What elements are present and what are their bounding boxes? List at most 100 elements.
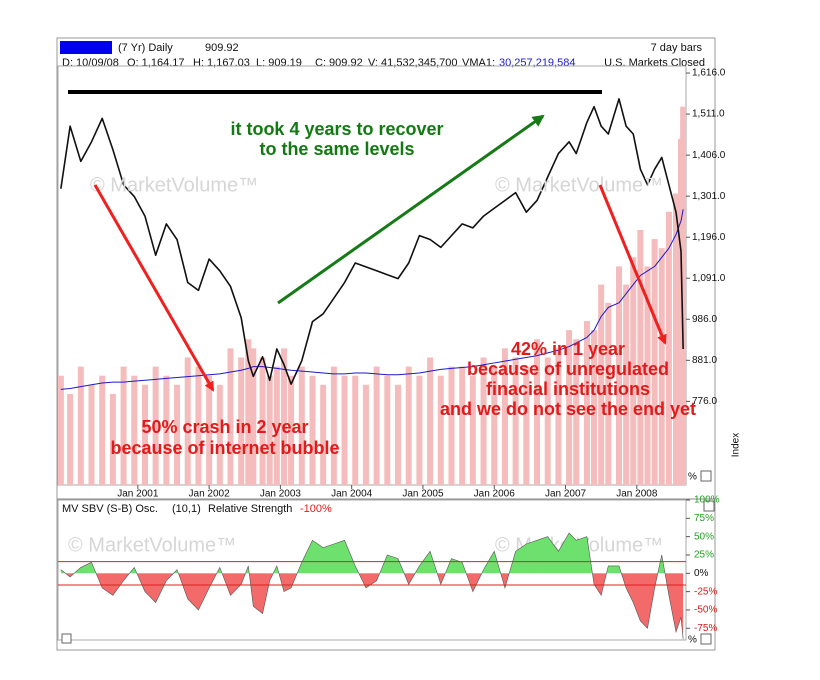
watermark: © MarketVolume™ (68, 534, 236, 556)
vma-value: 30,257,219,584 (499, 57, 575, 69)
percent-toggle: % (688, 472, 697, 483)
volume-bar (352, 375, 359, 485)
osc-params: (10,1) (172, 503, 201, 515)
volume-bar (373, 366, 380, 485)
y-tick-label: 25% (694, 550, 714, 561)
annotation: 50% crash in 2 year (141, 417, 308, 437)
osc-value: -100% (300, 503, 332, 515)
y-tick-label: 1,301.0 (692, 191, 726, 202)
volume-bar (673, 193, 680, 485)
y-tick-label: 1,196.0 (692, 232, 726, 243)
toggle-box (700, 633, 712, 645)
volume-bar (298, 366, 305, 485)
volume-bar (591, 330, 598, 485)
volume-bar (288, 375, 295, 485)
legend-swatch (60, 41, 112, 54)
x-tick-label: Jan 2006 (474, 489, 516, 500)
volume-bar (58, 375, 64, 485)
volume-bar (437, 375, 444, 485)
volume-bar (77, 366, 84, 485)
volume-bar (544, 357, 551, 485)
annotation: it took 4 years to recover (230, 119, 443, 139)
price-line (60, 98, 684, 385)
y-tick-label: -75% (694, 623, 717, 634)
y-tick-label: -50% (694, 605, 717, 616)
volume-bar (469, 375, 476, 485)
main-plot (58, 98, 686, 485)
volume-bar (184, 357, 191, 485)
volume-bar (227, 348, 234, 485)
y-tick-label: 75% (694, 513, 714, 524)
volume-bar (88, 384, 95, 485)
volume-bar (99, 375, 106, 485)
volume-bar (573, 339, 580, 485)
volume-bar (501, 348, 508, 485)
volume-bar (448, 366, 455, 485)
y-tick-label: 776.0 (692, 396, 717, 407)
volume-bar (583, 321, 590, 485)
close-box (703, 500, 715, 512)
volume-bar (534, 339, 541, 485)
osc-line (60, 532, 684, 640)
volume-bar (491, 366, 498, 485)
x-tick-label: Jan 2003 (260, 489, 302, 500)
volume-bar (309, 375, 316, 485)
y-tick-label: 1,616.0 (692, 68, 726, 79)
volume-bar (665, 211, 672, 485)
y-tick-label: 0% (694, 568, 709, 579)
volume-bar (630, 257, 637, 485)
volume-bar (384, 375, 391, 485)
volume-bar (238, 357, 245, 485)
watermark: © MarketVolume™ (90, 174, 258, 196)
y-tick-label: 881.0 (692, 355, 717, 366)
volume-bar (651, 239, 658, 485)
arrow (277, 114, 545, 305)
watermark: © MarketVolume™ (495, 174, 663, 196)
date: D: 10/09/08 (62, 57, 119, 69)
y-tick-label: -25% (694, 586, 717, 597)
volume-bar (623, 284, 630, 485)
high: H: 1,167.03 (193, 57, 250, 69)
volume-bar (152, 366, 159, 485)
volume-bar (341, 375, 348, 485)
x-tick-label: Jan 2008 (616, 489, 658, 500)
volume-bar (320, 384, 327, 485)
toggle-box (61, 633, 72, 644)
volume-bar (598, 284, 605, 485)
annotation: because of unregulated (467, 359, 669, 379)
x-tick-label: Jan 2002 (189, 489, 231, 500)
volume-bar (680, 106, 686, 485)
osc-title: MV SBV (S-B) Osc. (62, 503, 158, 515)
volume-bar (512, 357, 519, 485)
volume-bar (131, 375, 138, 485)
percent-toggle: % (688, 635, 697, 646)
volume-bar (405, 366, 412, 485)
volume-bar (67, 393, 74, 485)
volume-bar (644, 266, 651, 485)
volume-bar (395, 384, 402, 485)
osc-plot-border (57, 499, 687, 641)
volume-bar (427, 357, 434, 485)
volume-bar (615, 266, 622, 485)
y-tick-label: 986.0 (692, 314, 717, 325)
volume-bar (216, 384, 223, 485)
volume-bar (605, 302, 612, 485)
volume-bar (566, 330, 573, 485)
volume: V: 41,532,345,700 (368, 57, 458, 69)
annotation: to the same levels (259, 139, 414, 159)
volume-bar (141, 384, 148, 485)
x-tick-label: Jan 2004 (331, 489, 373, 500)
volume-bar (195, 366, 202, 485)
y-tick-label: 50% (694, 531, 714, 542)
volume-bar (245, 339, 252, 485)
volume-bar (658, 248, 665, 485)
volume-bar (109, 393, 116, 485)
volume-average-line (60, 209, 684, 390)
volume-bar (250, 348, 257, 485)
annotation: and we do not see the end yet (440, 399, 696, 419)
period: (7 Yr) Daily (118, 42, 173, 54)
arrow (598, 184, 667, 345)
volume-bar (163, 375, 170, 485)
market-status: U.S. Markets Closed (604, 57, 705, 69)
